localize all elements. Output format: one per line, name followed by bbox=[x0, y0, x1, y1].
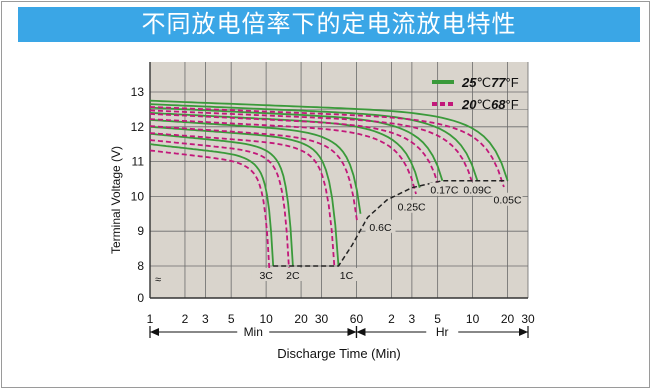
rate-label: 3C bbox=[259, 270, 273, 282]
y-tick-label: 13 bbox=[131, 85, 145, 99]
x-tick-label: 1 bbox=[147, 312, 154, 326]
x-tick-label: 20 bbox=[294, 312, 308, 326]
rate-label: 0.09C bbox=[463, 185, 491, 197]
legend-temp-f: 68 bbox=[491, 97, 506, 112]
axis-break-symbol: ≈ bbox=[155, 274, 161, 286]
legend-label-20c: 20℃68°F bbox=[461, 97, 519, 112]
series-25c-line bbox=[149, 99, 509, 181]
y-tick-label: 11 bbox=[132, 155, 145, 169]
rate-label-bg bbox=[492, 192, 523, 206]
rate-label-bg bbox=[396, 199, 427, 213]
series-20c-line bbox=[149, 109, 475, 188]
range-label-hr: Hr bbox=[436, 325, 449, 339]
series-20c-line bbox=[149, 149, 271, 273]
legend-unit-c: ℃ bbox=[476, 75, 491, 90]
series-20c-line bbox=[149, 132, 336, 273]
series-25c-line bbox=[149, 106, 444, 181]
y-tick-label: 10 bbox=[131, 189, 145, 203]
x-tick-label: 60 bbox=[350, 312, 364, 326]
plot-area bbox=[150, 62, 528, 298]
x-tick-label: 5 bbox=[434, 312, 441, 326]
page-title: 不同放电倍率下的定电流放电特性 bbox=[141, 10, 517, 38]
x-tick-label: 3 bbox=[202, 312, 209, 326]
x-tick-label: 3 bbox=[409, 312, 416, 326]
cutoff-curve bbox=[273, 179, 508, 267]
rate-label-bg bbox=[429, 182, 460, 196]
y-tick-label: 8 bbox=[137, 259, 144, 273]
series-25c-line bbox=[149, 132, 294, 267]
series-20c-line bbox=[149, 113, 440, 188]
rate-label: 2C bbox=[286, 270, 300, 282]
range-label-min: Min bbox=[244, 325, 263, 339]
x-axis-title: Discharge Time (Min) bbox=[277, 346, 401, 361]
rate-label: 0.25C bbox=[398, 202, 426, 214]
x-tick-label: 30 bbox=[521, 312, 535, 326]
series-25c-line bbox=[149, 103, 479, 181]
range-arrow-right bbox=[347, 328, 357, 336]
rate-label: 1C bbox=[340, 270, 354, 282]
rate-label-bg bbox=[462, 182, 493, 196]
series-25c-line bbox=[149, 143, 275, 267]
rate-label-bg bbox=[277, 268, 308, 281]
legend-unit-f: °F bbox=[506, 97, 519, 112]
legend-temp-f: 77 bbox=[491, 75, 506, 90]
rate-label: 0.17C bbox=[430, 185, 458, 197]
rate-label-bg bbox=[365, 219, 396, 233]
rate-label-bg bbox=[251, 268, 282, 281]
x-tick-label: 5 bbox=[228, 312, 235, 326]
series-25c-line bbox=[149, 118, 362, 214]
y-tick-label: 12 bbox=[131, 120, 145, 134]
series-20c-line bbox=[149, 125, 358, 221]
y-axis-title: Terminal Voltage (V) bbox=[109, 146, 123, 254]
range-arrow-left bbox=[356, 328, 366, 336]
rate-label-bg bbox=[331, 268, 362, 281]
y-tick-label: 0 bbox=[137, 291, 144, 305]
legend-label-25c: 25℃77°F bbox=[461, 75, 519, 90]
title-bar: 不同放电倍率下的定电流放电特性 bbox=[18, 7, 640, 42]
legend-unit-f: °F bbox=[506, 75, 519, 90]
rate-label: 0.05C bbox=[494, 195, 522, 207]
legend-temp-c: 25 bbox=[461, 75, 477, 90]
x-tick-label: 10 bbox=[466, 312, 480, 326]
x-tick-label: 2 bbox=[388, 312, 395, 326]
range-arrow-left bbox=[150, 328, 159, 336]
y-tick-label: 9 bbox=[137, 224, 144, 238]
rate-label: 0.6C bbox=[369, 222, 392, 234]
x-tick-label: 30 bbox=[315, 312, 329, 326]
x-tick-label: 10 bbox=[259, 312, 273, 326]
legend-temp-c: 20 bbox=[461, 97, 477, 112]
x-tick-label: 2 bbox=[182, 312, 189, 326]
series-20c-line bbox=[149, 118, 417, 195]
series-20c-line bbox=[149, 106, 505, 188]
legend-unit-c: ℃ bbox=[476, 97, 491, 112]
series-25c-line bbox=[149, 125, 340, 267]
range-arrow-right bbox=[519, 328, 528, 336]
x-tick-label: 20 bbox=[501, 312, 515, 326]
